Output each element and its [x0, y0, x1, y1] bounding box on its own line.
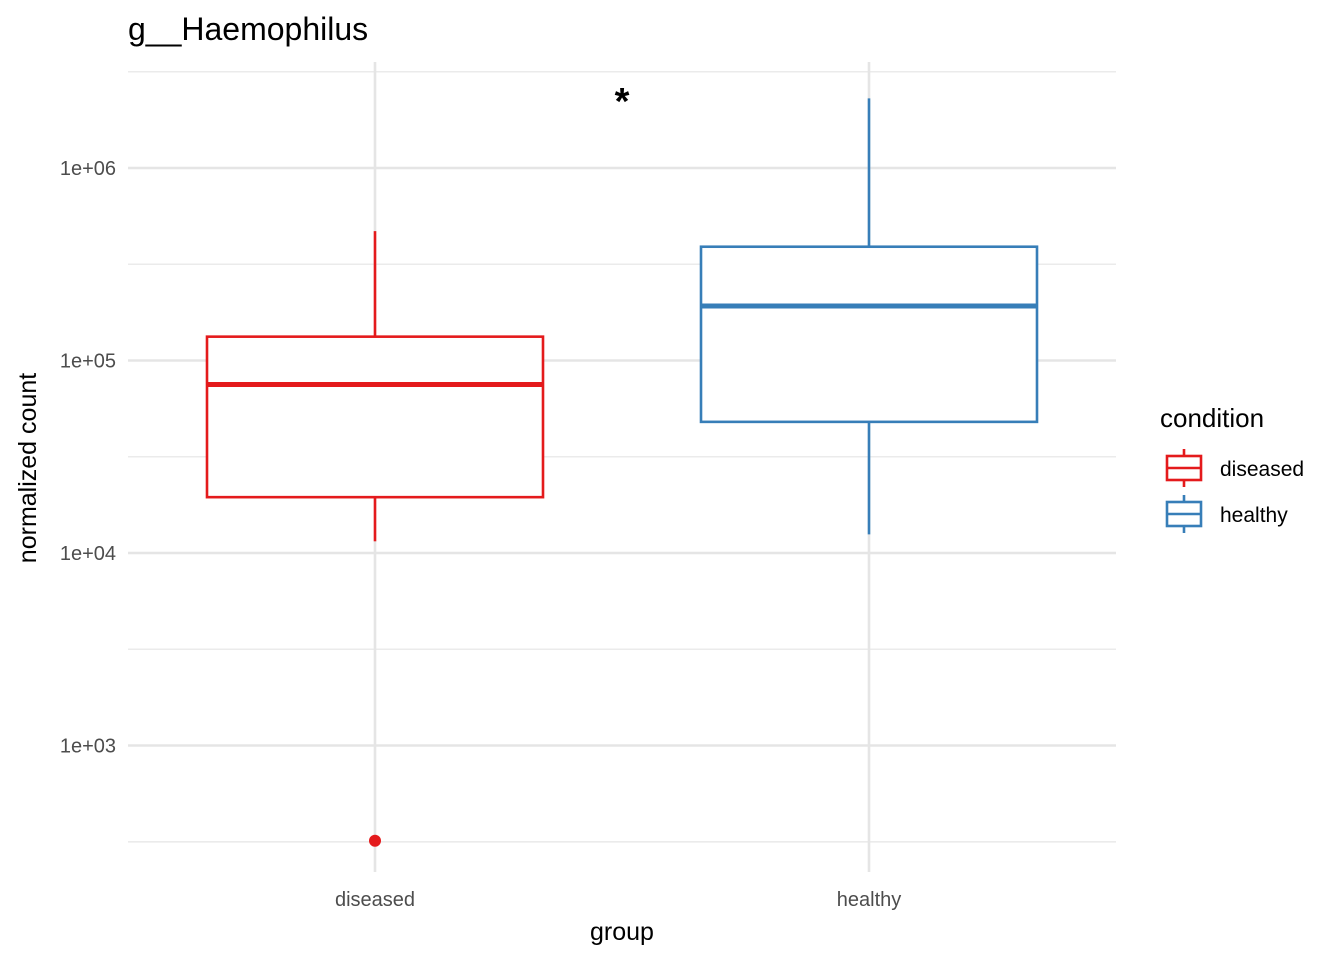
legend-label: healthy	[1220, 504, 1288, 527]
box-iqr	[205, 335, 545, 499]
outlier-point	[369, 834, 381, 847]
significance-marker: *	[615, 81, 630, 123]
legend-key-healthy	[1165, 495, 1203, 533]
box-iqr	[699, 245, 1039, 424]
box-diseased	[205, 231, 545, 847]
y-tick-label: 1e+03	[60, 736, 116, 758]
box-healthy	[699, 98, 1039, 535]
y-tick-label: 1e+06	[60, 158, 116, 180]
legend-title: condition	[1160, 403, 1264, 433]
annotations: *	[615, 81, 630, 123]
y-tick-label: 1e+04	[60, 543, 116, 565]
y-tick-label: 1e+05	[60, 351, 116, 373]
x-tick-label: healthy	[837, 889, 902, 911]
y-axis-title: normalized count	[14, 373, 42, 563]
legend-key-diseased	[1165, 449, 1203, 487]
legend-label: diseased	[1220, 458, 1304, 481]
legend: condition diseased healthy	[1160, 403, 1304, 533]
axis-ticks: 1e+03 1e+04 1e+05 1e+06 diseased healthy	[60, 158, 901, 911]
boxes	[205, 98, 1039, 847]
chart-title: g__Haemophilus	[128, 11, 368, 47]
x-axis-title: group	[590, 918, 654, 946]
x-tick-label: diseased	[335, 889, 415, 911]
